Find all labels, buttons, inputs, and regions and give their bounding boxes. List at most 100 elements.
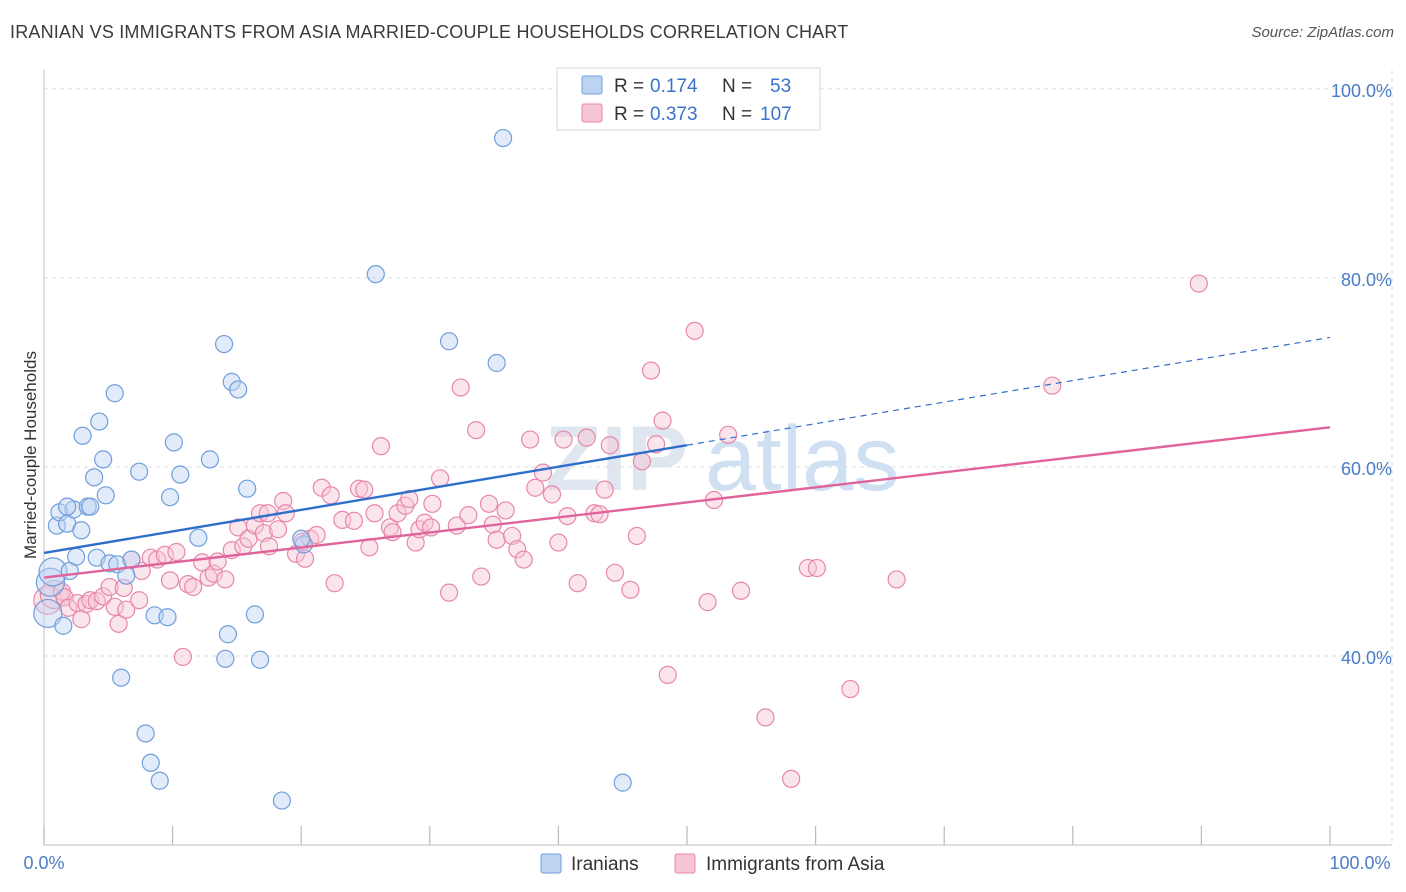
asia-point-108 [782,769,801,788]
legend-n-label-2: N = [722,104,752,125]
asia-point-53 [349,479,369,498]
asia-point-74 [479,494,499,513]
asia-point-6 [72,610,91,629]
iranians-point-52 [58,497,77,516]
asia-point-23 [167,542,186,562]
asia-point-110 [841,679,860,699]
iranians-point-10 [72,521,91,540]
axes [43,70,1392,846]
watermark-atlas: atlas [705,408,899,510]
iranians-point-20 [105,384,124,403]
asia-point-52 [344,511,364,530]
iranians-point-18 [96,486,115,505]
asia-point-96 [627,526,646,546]
asia-point-94 [605,563,625,582]
trend-lines [43,336,1331,579]
asia-point-93 [600,436,619,455]
iranians-point-37 [218,625,237,644]
iranians-point-5 [54,616,73,635]
asia-point-67 [430,469,450,488]
y-tick-label-80: 80.0% [1341,270,1392,290]
asia-point-15 [117,600,136,619]
iranians-point-47 [366,265,385,284]
asia-point-77 [496,501,515,520]
asia-point-12 [105,597,124,616]
asia-point-85 [549,533,568,552]
asia-point-81 [521,430,540,449]
legend-swatch-iranians [581,75,603,95]
x-tick-marks [43,826,1331,845]
asia-point-72 [466,420,486,440]
asia-point-54 [355,480,374,499]
asia-point-116 [807,558,826,578]
asia-point-103 [698,593,717,612]
iranians-point-43 [250,650,270,669]
asia-point-26 [184,577,203,597]
asia-point-84 [542,485,562,504]
bottom-legend-swatch-asia [674,853,696,874]
x-tick-label-min: 0.0% [23,853,64,873]
iranians-point-9 [67,547,86,566]
asia-point-31 [216,570,235,589]
asia-point-105 [719,425,738,444]
asia-point-115 [423,494,442,513]
asia-point-73 [472,567,491,586]
iranians-point-2 [38,557,68,587]
asia-point-80 [514,550,533,569]
watermark: ZIP atlas [545,408,899,510]
asia-point-97 [632,452,652,471]
iranians-point-33 [171,465,190,484]
asia-point-60 [388,504,407,523]
iranians-point-22 [112,668,131,687]
legend-n-value-1: 53 [770,76,791,97]
asia-point-98 [641,361,661,380]
bottom-legend-label-asia: Immigrants from Asia [706,854,885,875]
asia-point-79 [508,540,527,559]
asia-point-49 [321,486,340,505]
iranians-point-30 [158,608,177,627]
asia-point-82 [526,478,545,497]
asia-point-50 [325,574,344,593]
y-tick-labels: 40.0% 60.0% 80.0% 100.0% [1331,81,1392,668]
bottom-legend-swatch-iranians [540,853,562,874]
asia-point-13 [109,614,128,633]
bottom-legend-label-iranians: Iranians [571,854,639,875]
asia-point-57 [371,437,391,456]
iranians-point-14 [85,468,104,487]
iranians-point-19 [100,554,119,573]
chart-source: Source: ZipAtlas.com [1251,24,1394,41]
series-immigrants-from-asia [33,274,1208,788]
asia-point-106 [731,581,751,600]
asia-point-92 [595,480,614,499]
iranians-point-16 [90,412,109,431]
asia-point-88 [568,574,587,593]
iranians-point-26 [136,724,155,743]
iranians-point-11 [73,426,92,445]
legend-swatch-asia [581,103,603,123]
asia-point-11 [100,577,119,597]
asia-point-71 [459,506,478,525]
asia-point-56 [365,504,384,523]
iranians-point-44 [272,791,292,810]
asia-point-101 [658,665,677,684]
legend-r-label-2: R = [614,104,644,125]
asia-point-70 [451,378,470,397]
asia-point-25 [178,575,198,594]
iranians-point-51 [613,773,632,792]
iranians-point-49 [487,353,506,373]
trend-line-extension-0 [686,336,1331,446]
y-tick-label-40: 40.0% [1341,648,1392,668]
iranians-point-29 [150,771,169,790]
asia-point-68 [439,583,459,602]
y-tick-label-100: 100.0% [1331,81,1392,101]
asia-point-17 [130,591,149,610]
legend-r-value-2: 0.373 [650,104,698,125]
iranians-point-48 [439,332,459,351]
asia-point-22 [160,571,180,590]
asia-point-107 [756,708,775,727]
iranians-point-46 [292,529,311,548]
chart-title: IRANIAN VS IMMIGRANTS FROM ASIA MARRIED-… [10,22,849,42]
asia-point-45 [295,549,315,568]
series-iranians [33,128,632,810]
iranians-point-50 [494,128,513,148]
